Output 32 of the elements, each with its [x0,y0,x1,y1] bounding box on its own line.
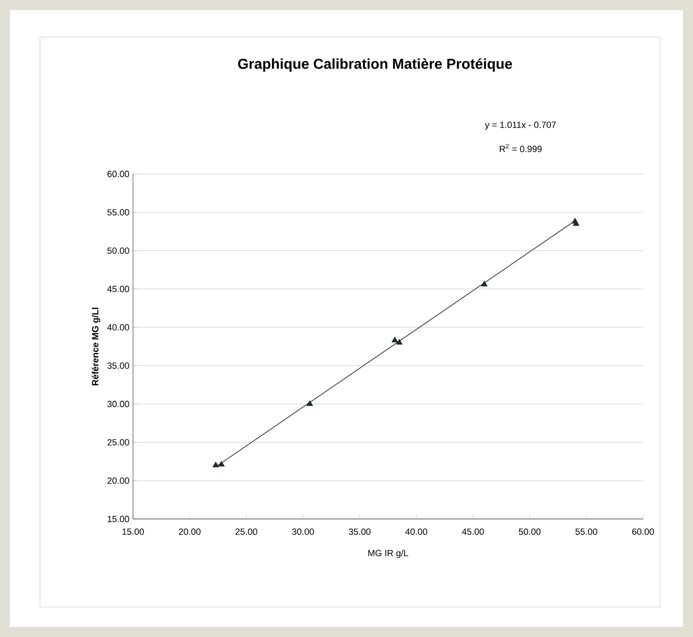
x-tick-label: 50.00 [518,528,541,535]
point [392,336,398,342]
chart-title: Graphique Calibration Matière Protéique [238,58,512,72]
point [481,280,488,286]
text: y = 1.011x - 0.707 [484,122,556,130]
y-tick-label: 50.00 [107,247,130,254]
point [306,400,314,406]
x-axis-title: MG IR g/L [368,550,408,558]
x-tick-label: 45.00 [462,528,484,535]
y-tick-label: 15.00 [108,516,130,522]
x-tick-label: 35.00 [348,528,371,535]
y-tick-label: 60.00 [108,170,130,178]
x-tick-label: 30.00 [292,528,314,535]
y-tick-label: 40.00 [107,324,130,330]
y-tick-label: 35.00 [107,362,130,369]
y-tick-label: 30.00 [107,400,130,408]
x-tick-label: 15.00 [122,528,144,535]
x-tick-label: 25.00 [236,528,258,535]
x-tick-label: 60.00 [632,528,654,535]
point [218,460,225,466]
y-tick-label: 20.00 [108,477,130,484]
point [572,220,580,226]
point [212,462,219,468]
x-tick-label: 55.00 [575,528,598,535]
text: R$^{2}$ = 0.999 [500,144,542,152]
x-tick-label: 40.00 [405,528,428,535]
y-tick-label: 55.00 [107,209,130,216]
point [396,338,403,345]
y-tick-label: 45.00 [107,286,130,292]
x-tick-label: 20.00 [178,528,201,535]
y-axis-title: Référence MG g/Ll [92,308,100,386]
y-tick-label: 25.00 [108,439,130,446]
